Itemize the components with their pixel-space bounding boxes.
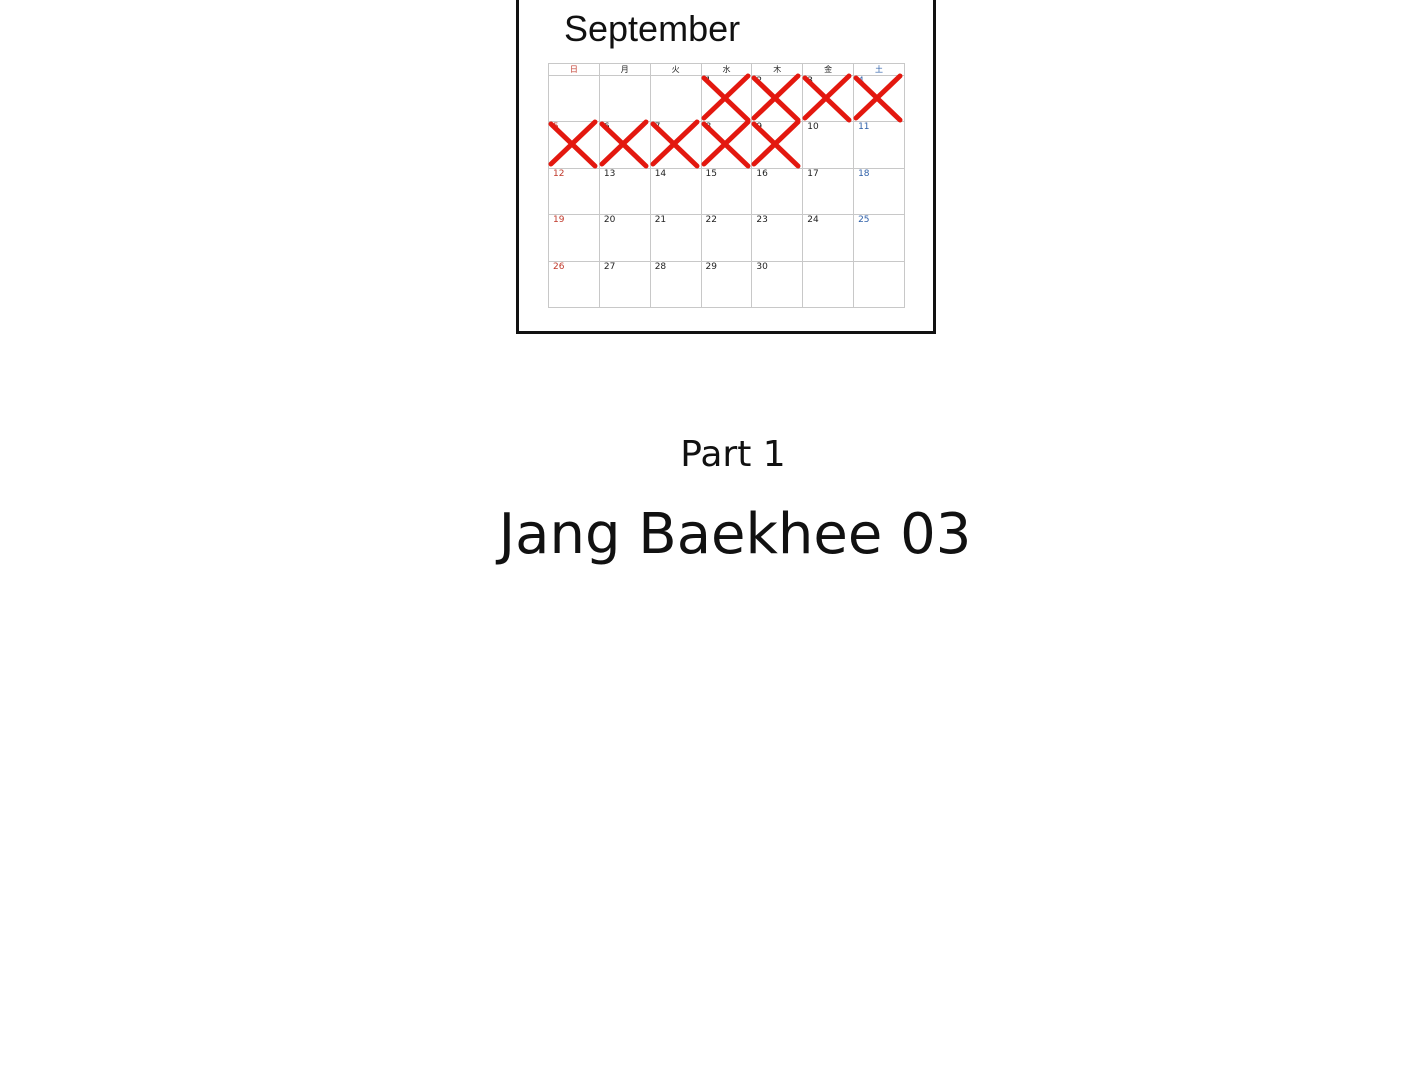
day-cell: 22 — [700, 214, 753, 262]
day-number: 11 — [858, 122, 870, 133]
day-number: 17 — [807, 168, 819, 179]
day-number: 6 — [603, 122, 610, 133]
day-cell — [649, 74, 702, 123]
calendar-grid: 日月火水木金土 1 2 3 4 5 6 7 8 9 10 11 12 13 14 15 16 17 18 19 20 21… — [548, 63, 905, 309]
day-cell: 17 — [802, 167, 855, 216]
weekday-header: 水 — [700, 63, 753, 76]
day-cell: 14 — [649, 167, 702, 216]
day-cell: 25 — [853, 214, 905, 262]
day-number: 2 — [756, 76, 763, 86]
day-cell: 15 — [700, 167, 753, 216]
chapter-title: Jang Baekhee 03 — [498, 502, 972, 567]
day-number: 29 — [705, 261, 717, 272]
day-number: 7 — [654, 122, 661, 133]
day-number: 12 — [553, 168, 565, 179]
day-number: 23 — [756, 215, 768, 226]
day-cell — [598, 74, 651, 123]
day-cell — [853, 260, 905, 309]
day-number: 27 — [603, 261, 616, 272]
day-cell: 6 — [598, 119, 651, 169]
day-cell: 13 — [598, 167, 651, 216]
day-cell: 20 — [598, 214, 651, 262]
day-cell — [548, 74, 600, 123]
weekday-header: 月 — [598, 63, 651, 76]
day-cell: 28 — [649, 260, 702, 309]
day-cell: 2 — [751, 73, 804, 123]
day-number: 1 — [705, 76, 712, 86]
day-cell: 9 — [751, 119, 804, 169]
day-number: 16 — [756, 168, 768, 179]
day-number: 8 — [705, 122, 712, 133]
weekday-header: 土 — [853, 63, 905, 76]
day-number: 26 — [553, 261, 565, 272]
day-cell: 24 — [802, 214, 855, 262]
weekday-header: 金 — [802, 63, 855, 76]
day-cell: 30 — [751, 260, 804, 309]
day-number: 4 — [858, 76, 864, 86]
day-cell: 21 — [649, 214, 702, 262]
day-number: 25 — [858, 215, 870, 226]
day-cell: 7 — [649, 119, 702, 169]
day-number: 18 — [858, 168, 870, 179]
day-cell: 19 — [548, 214, 600, 262]
calendar-panel — [516, 0, 936, 334]
day-cell: 23 — [751, 214, 804, 262]
part-label: Part 1 — [680, 434, 786, 475]
day-number: 21 — [654, 215, 667, 226]
day-number: 22 — [705, 215, 717, 226]
calendar-month: September — [564, 8, 741, 49]
day-cell: 8 — [700, 119, 753, 169]
day-cell: 29 — [700, 260, 753, 309]
day-number: 19 — [553, 215, 565, 226]
day-cell: 18 — [853, 167, 905, 216]
day-cell: 27 — [598, 260, 651, 309]
day-cell: 12 — [548, 167, 600, 216]
day-cell — [802, 260, 855, 309]
day-number: 13 — [603, 168, 616, 179]
day-number: 3 — [807, 76, 813, 86]
day-number: 10 — [807, 122, 819, 133]
day-cell: 16 — [751, 167, 804, 216]
weekday-header: 木 — [751, 63, 804, 76]
day-number: 20 — [603, 215, 616, 226]
day-cell: 10 — [802, 121, 855, 169]
day-number: 5 — [553, 122, 559, 133]
day-number: 15 — [705, 168, 717, 179]
day-cell: 5 — [548, 119, 600, 169]
day-number: 14 — [654, 168, 667, 179]
weekday-header: 火 — [649, 63, 702, 76]
day-number: 24 — [807, 215, 819, 226]
weekday-header: 日 — [548, 63, 600, 76]
day-cell: 3 — [802, 73, 855, 123]
day-number: 28 — [654, 261, 667, 272]
day-cell: 26 — [548, 260, 600, 309]
day-number: 30 — [756, 261, 768, 272]
day-cell: 4 — [853, 73, 905, 123]
day-cell: 1 — [700, 73, 753, 123]
day-cell: 11 — [853, 121, 905, 169]
day-number: 9 — [756, 122, 763, 133]
